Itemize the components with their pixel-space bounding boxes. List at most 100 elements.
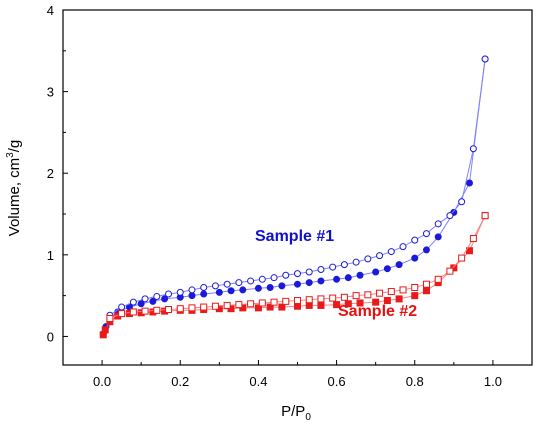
annotation-sample-2: Sample #2 — [338, 303, 417, 320]
data-point — [106, 314, 114, 322]
x-tick-label: 1.0 — [484, 374, 502, 389]
data-point — [118, 303, 126, 311]
data-point — [141, 295, 149, 303]
data-point — [411, 254, 419, 262]
data-point — [469, 235, 477, 243]
data-point — [387, 288, 395, 296]
y-axis-title-superscript: 3 — [5, 152, 16, 158]
y-axis-title-main: Volume, cm — [6, 158, 23, 236]
data-point — [305, 296, 313, 304]
x-axis-title: P/P0 — [281, 403, 311, 423]
data-point — [278, 303, 286, 311]
data-point — [188, 292, 196, 300]
data-point — [376, 252, 384, 260]
data-point — [282, 271, 290, 279]
data-point — [317, 301, 325, 309]
data-point — [372, 298, 380, 306]
data-point — [352, 292, 360, 300]
data-point — [317, 295, 325, 303]
data-point — [364, 291, 372, 299]
data-point — [149, 297, 157, 305]
data-point — [399, 243, 407, 251]
data-point — [223, 301, 231, 309]
data-point — [235, 301, 243, 309]
data-point — [294, 297, 301, 305]
data-point — [329, 294, 337, 302]
data-point — [258, 275, 266, 283]
data-point — [254, 284, 262, 292]
data-point — [383, 297, 391, 305]
data-point — [434, 275, 442, 283]
data-point — [294, 270, 301, 278]
data-point — [356, 271, 364, 279]
data-point — [422, 246, 430, 254]
series-layer — [99, 55, 489, 339]
y-tick-label: 0 — [47, 329, 54, 344]
data-point — [305, 301, 313, 309]
data-point — [282, 297, 290, 305]
data-point — [129, 308, 137, 316]
data-point — [118, 310, 126, 318]
data-point — [239, 286, 247, 294]
data-point — [356, 299, 364, 307]
x-tick-label: 0.4 — [249, 374, 267, 389]
data-point — [387, 248, 395, 256]
data-point — [200, 290, 208, 298]
data-point — [344, 274, 352, 282]
data-point — [223, 280, 231, 288]
data-point — [434, 220, 442, 228]
data-point — [399, 286, 407, 294]
data-point — [446, 212, 454, 220]
data-point — [153, 306, 161, 314]
data-point — [340, 261, 348, 269]
data-point — [153, 292, 161, 300]
data-point — [266, 283, 274, 291]
x-tick-label: 0.2 — [171, 374, 189, 389]
x-axis-title-main: P/P — [281, 403, 305, 420]
data-point — [176, 305, 184, 313]
data-point — [176, 288, 184, 296]
data-point — [227, 287, 235, 295]
data-point — [235, 279, 243, 287]
data-point — [481, 212, 489, 220]
data-point — [266, 303, 274, 311]
data-point — [258, 299, 266, 307]
data-point — [101, 326, 109, 334]
data-point — [294, 280, 301, 288]
data-point — [458, 198, 466, 206]
x-axis-title-subscript: 0 — [305, 412, 311, 423]
x-tick-label: 0.8 — [406, 374, 424, 389]
data-point — [317, 277, 325, 285]
data-point — [141, 307, 149, 315]
data-point — [372, 268, 380, 276]
y-axis: 0 1 2 3 4 — [47, 3, 68, 344]
data-point — [200, 303, 208, 311]
data-point — [364, 255, 372, 263]
y-tick-label: 4 — [47, 3, 54, 18]
data-point — [329, 263, 337, 271]
y-axis-title-suffix: /g — [6, 140, 23, 153]
data-point — [469, 145, 477, 153]
data-point — [188, 286, 196, 294]
data-point — [422, 230, 430, 238]
y-tick-label: 2 — [47, 166, 54, 181]
data-point — [161, 295, 169, 303]
data-point — [211, 302, 219, 310]
data-point — [422, 280, 430, 288]
y-tick-label: 3 — [47, 85, 54, 100]
y-tick-label: 1 — [47, 248, 54, 263]
data-point — [188, 304, 196, 312]
data-point — [215, 288, 223, 296]
data-point — [137, 300, 145, 308]
x-tick-label: 0.0 — [93, 374, 111, 389]
data-point — [340, 293, 348, 301]
data-point — [333, 275, 341, 283]
data-point — [395, 295, 403, 303]
data-point — [383, 265, 391, 273]
data-point — [395, 261, 403, 269]
data-point — [481, 55, 489, 63]
data-point — [422, 287, 430, 295]
x-axis: 0.0 0.2 0.4 0.6 0.8 1.0 — [93, 360, 502, 389]
data-point — [458, 254, 466, 262]
